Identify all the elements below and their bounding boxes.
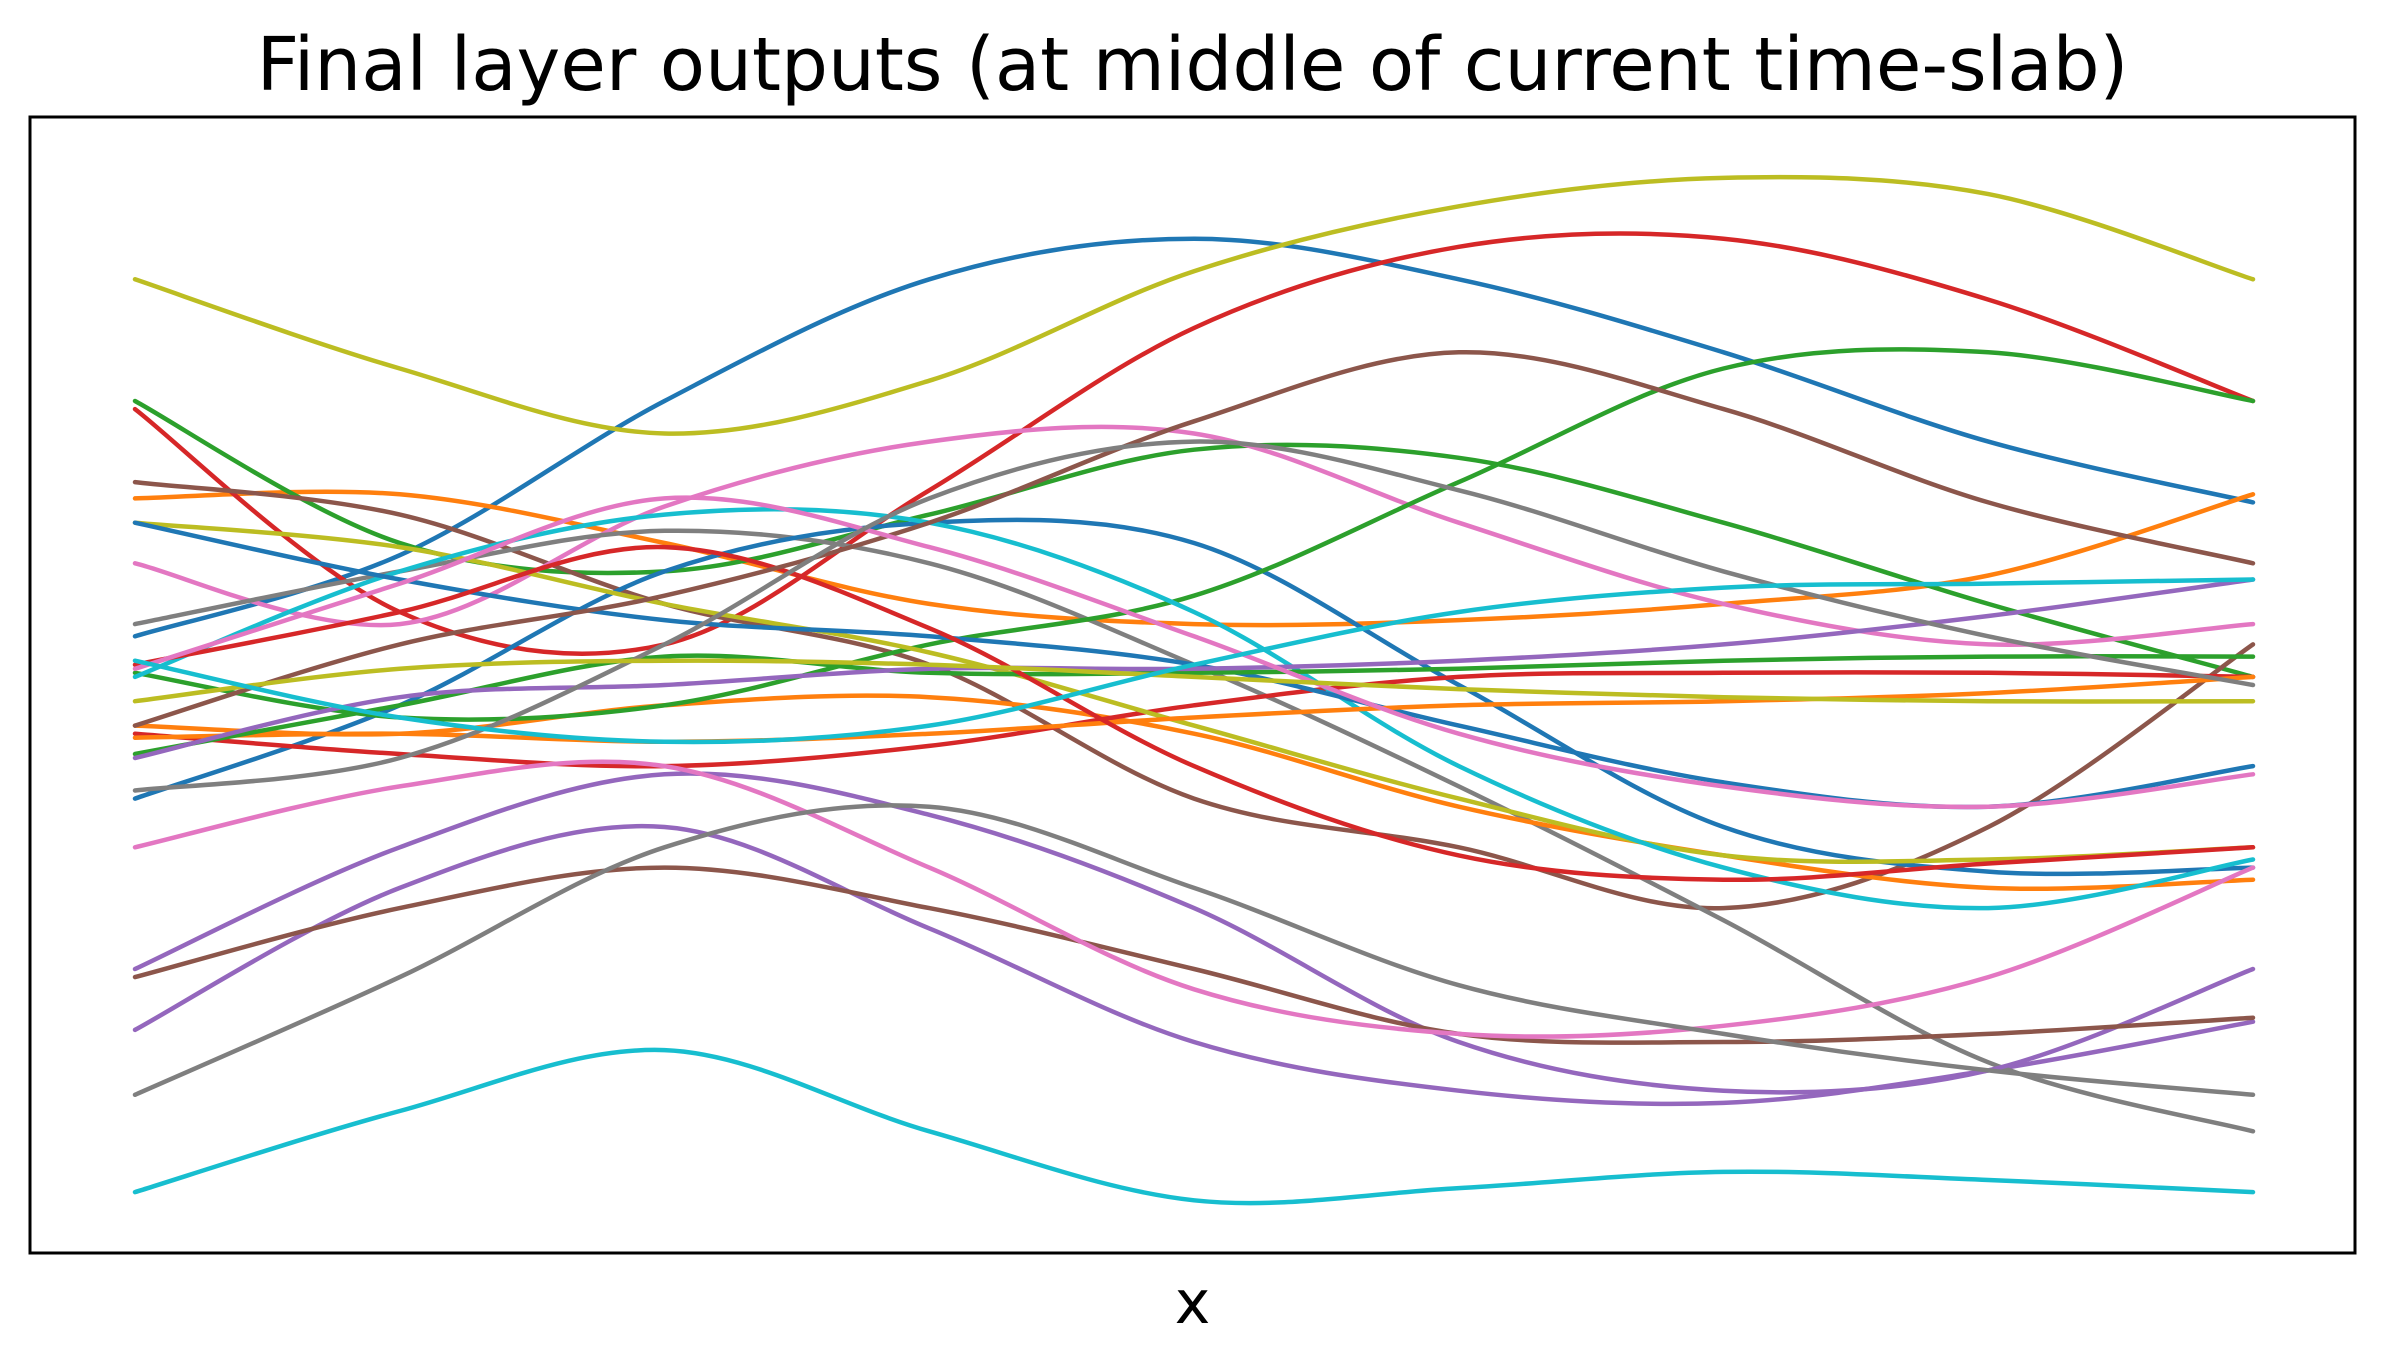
series-line-28	[132, 439, 2256, 793]
series-line-9	[132, 174, 2256, 436]
series-line-20	[132, 507, 2256, 911]
chart-title: Final layer outputs (at middle of curren…	[256, 22, 2129, 108]
series-line-14	[132, 670, 2256, 769]
series-line-7	[132, 424, 2256, 648]
series-lines	[132, 174, 2256, 1206]
series-line-19	[132, 520, 2256, 864]
series-line-30	[132, 577, 2256, 745]
series-line-10	[132, 1047, 2256, 1206]
x-axis-label: x	[1174, 1268, 1211, 1338]
plot-frame	[28, 115, 2357, 1255]
series-line-13	[132, 347, 2256, 722]
series-line-15	[132, 771, 2256, 1095]
series-line-16	[132, 865, 2256, 1045]
series-line-25	[132, 577, 2256, 761]
series-line-4	[132, 231, 2256, 656]
series-line-29	[132, 658, 2256, 704]
series-line-24	[132, 544, 2256, 883]
series-line-22	[132, 674, 2256, 745]
series-line-27	[132, 495, 2256, 810]
series-line-17	[132, 759, 2256, 1039]
series-line-26	[132, 350, 2256, 728]
series-line-1	[132, 236, 2256, 639]
series-line-18	[132, 803, 2256, 1098]
series-line-2	[132, 489, 2256, 628]
